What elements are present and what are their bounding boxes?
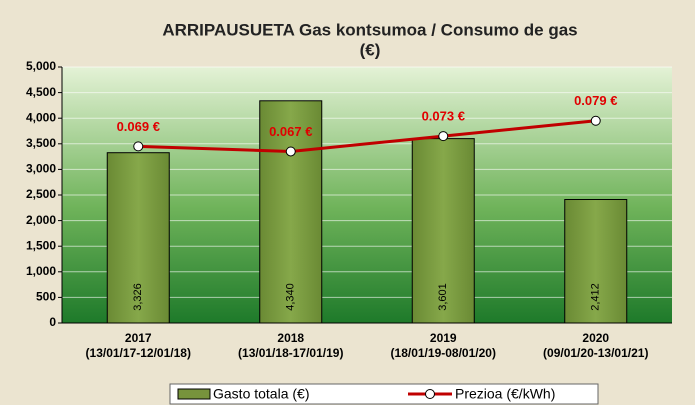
bar (564, 199, 628, 324)
price-label: 0.079 € (574, 93, 617, 108)
bar-label: 3,601 (437, 283, 449, 311)
x-tick-label: 2018 (277, 331, 304, 345)
bar-label: 4,340 (285, 283, 297, 311)
bar (259, 100, 323, 324)
bar-label: 3,326 (132, 283, 144, 311)
y-tick-label: 3,500 (26, 136, 56, 150)
y-tick-label: 4,000 (26, 110, 56, 124)
chart-title: ARRIPAUSUETA Gas kontsumoa / Consumo de … (162, 20, 577, 39)
price-marker (285, 146, 296, 157)
legend-swatch (177, 388, 211, 400)
chart-title: (€) (360, 40, 381, 59)
x-tick-label: (09/01/20-13/01/21) (543, 346, 648, 360)
y-tick-label: 5,000 (26, 59, 56, 73)
y-tick-label: 1,500 (26, 238, 56, 252)
price-marker (438, 131, 449, 142)
bar (411, 138, 475, 324)
price-label: 0.069 € (117, 119, 160, 134)
x-tick-label: 2020 (582, 331, 609, 345)
legend (169, 383, 599, 405)
x-tick-label: 2019 (430, 331, 457, 345)
legend-label: Gasto totala (€) (213, 386, 310, 402)
legend-label: Prezioa (€/kWh) (455, 386, 555, 402)
price-marker (133, 141, 144, 152)
x-tick-label: 2017 (125, 331, 152, 345)
x-tick-label: (18/01/19-08/01/20) (391, 346, 496, 360)
y-tick-label: 2,000 (26, 213, 56, 227)
y-tick-label: 500 (36, 290, 56, 304)
x-tick-label: (13/01/17-12/01/18) (86, 346, 191, 360)
price-marker (590, 115, 601, 126)
price-label: 0.067 € (269, 124, 312, 139)
bar-label: 2,412 (590, 283, 602, 311)
bar (106, 152, 170, 324)
x-tick-label: (13/01/18-17/01/19) (238, 346, 343, 360)
price-line (138, 119, 596, 153)
y-tick-label: 1,000 (26, 264, 56, 278)
price-label: 0.073 € (422, 109, 465, 124)
y-tick-label: 4,500 (26, 85, 56, 99)
y-tick-label: 0 (49, 315, 56, 329)
y-tick-label: 3,000 (26, 162, 56, 176)
y-tick-label: 2,500 (26, 187, 56, 201)
legend-swatch (425, 389, 435, 399)
